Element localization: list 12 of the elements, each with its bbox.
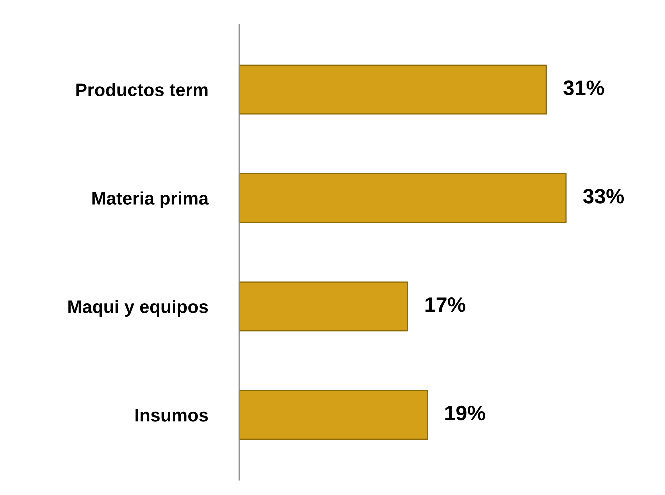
y-tick-label: Materia prima bbox=[92, 192, 209, 209]
data-label: 17% bbox=[426, 298, 466, 312]
bar bbox=[239, 64, 548, 115]
bar bbox=[239, 173, 567, 224]
data-label: 33% bbox=[583, 189, 624, 204]
y-tick-label: Productos term bbox=[76, 83, 208, 97]
data-label: 31% bbox=[564, 80, 604, 96]
bar bbox=[239, 282, 408, 332]
y-tick-label: Insumos bbox=[136, 409, 208, 422]
y-tick-label: Maqui y equipos bbox=[68, 300, 208, 317]
data-label: 19% bbox=[446, 406, 486, 421]
bar bbox=[239, 390, 428, 440]
